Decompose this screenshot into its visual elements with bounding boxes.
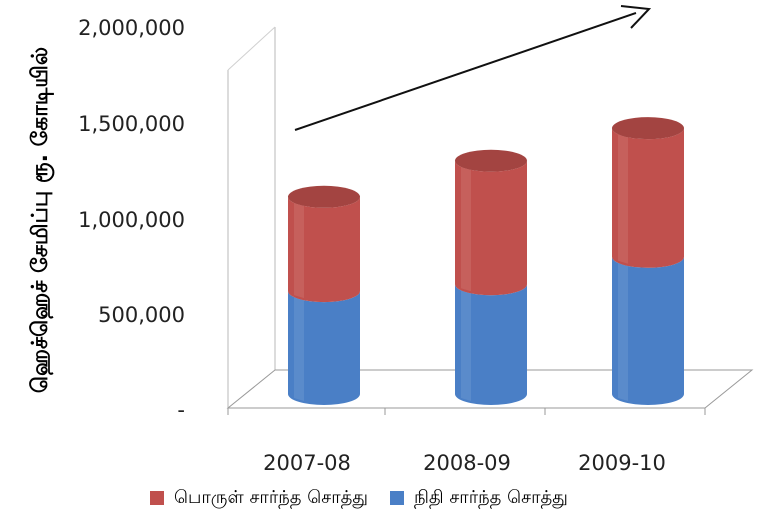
x-tick-label: 2008-09 xyxy=(423,451,511,475)
bar-segment-financial xyxy=(612,256,684,405)
y-tick-labels: - 500,000 1,000,000 1,500,000 2,000,000 xyxy=(78,16,185,422)
bar-highlight xyxy=(618,260,628,401)
bars xyxy=(288,117,684,405)
x-tick-labels: 2007-08 2008-09 2009-10 xyxy=(263,451,666,475)
bar-highlight xyxy=(294,295,304,401)
bar-segment-financial xyxy=(455,284,527,405)
x-tick-label: 2007-08 xyxy=(263,451,351,475)
bar-top-cap xyxy=(455,149,527,172)
y-tick-label: 1,000,000 xyxy=(78,208,185,232)
bar-segment-physical xyxy=(455,160,527,296)
trend-arrow-head xyxy=(620,5,652,29)
legend-label: நிதி சார்ந்த சொத்து xyxy=(413,486,568,508)
y-axis-label: ஹெச்ஹெச் சேமிப்பு ரூ. கோடியில் xyxy=(28,47,55,393)
y-tick-label: - xyxy=(177,398,185,422)
bar-segment-financial xyxy=(288,291,360,405)
bar-segment-physical xyxy=(288,196,360,303)
legend-item: பொருள் சார்ந்த சொத்து xyxy=(150,487,368,510)
y-tick-label: 500,000 xyxy=(98,303,185,327)
bar-segment-physical xyxy=(612,128,684,268)
y-tick-label: 2,000,000 xyxy=(78,16,185,40)
bar-highlight xyxy=(461,164,471,292)
bar-top-cap xyxy=(612,117,684,140)
x-tick-label: 2009-10 xyxy=(578,451,666,475)
wall-top-edge xyxy=(227,26,276,71)
bar-highlight xyxy=(618,132,628,264)
bar-highlight xyxy=(461,288,471,401)
legend-item: நிதி சார்ந்த சொத்து xyxy=(389,486,568,510)
legend-swatch xyxy=(389,491,404,505)
legend-label: பொருள் சார்ந்த சொத்து xyxy=(174,486,368,508)
bar-highlight xyxy=(294,200,304,299)
y-tick-label: 1,500,000 xyxy=(78,112,185,136)
trend-arrow xyxy=(294,5,652,131)
bar-top-cap xyxy=(288,185,360,208)
legend-swatch xyxy=(150,491,164,505)
trend-arrow-shaft xyxy=(294,12,637,131)
legend: பொருள் சார்ந்த சொத்து நிதி சார்ந்த சொத்த… xyxy=(150,484,750,512)
